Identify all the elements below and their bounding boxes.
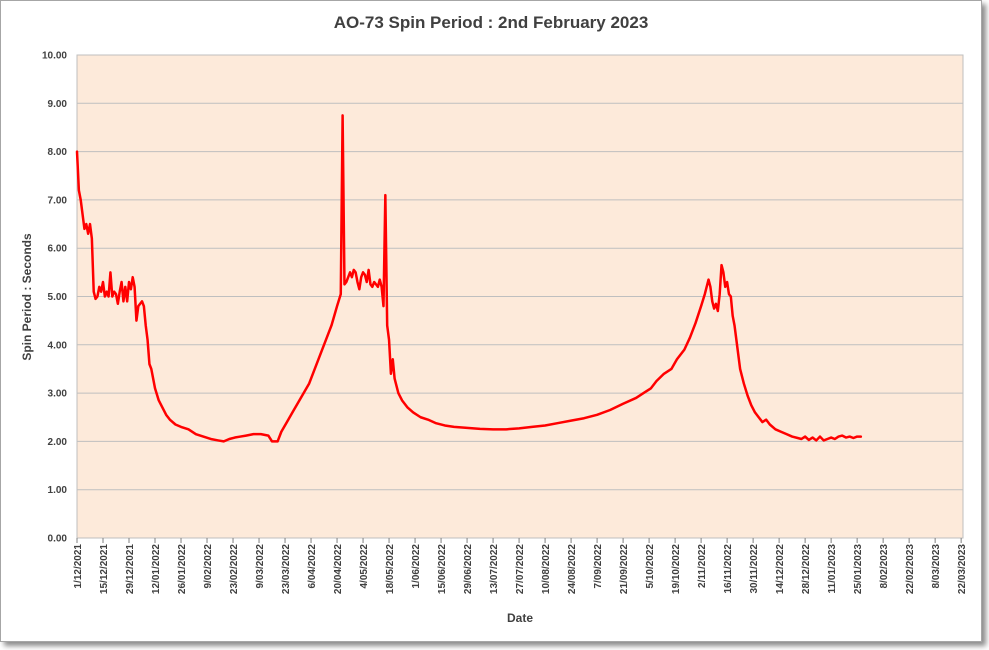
y-tick-label: 1.00 — [48, 485, 68, 496]
x-tick-label: 5/10/2022 — [645, 544, 656, 589]
x-tick-label: 16/11/2022 — [723, 544, 734, 594]
x-tick-label: 2/11/2022 — [697, 544, 708, 588]
x-tick-label: 30/11/2022 — [749, 544, 760, 594]
x-tick-label: 26/01/2022 — [177, 544, 188, 594]
x-tick-label: 15/06/2022 — [437, 544, 448, 594]
x-tick-label: 10/08/2022 — [541, 544, 552, 594]
x-tick-label: 23/02/2022 — [229, 544, 240, 594]
x-tick-label: 13/07/2022 — [489, 544, 500, 594]
x-tick-label: 22/03/2023 — [957, 544, 968, 594]
y-tick-label: 5.00 — [48, 292, 68, 303]
x-tick-label: 8/02/2023 — [879, 544, 890, 589]
y-tick-label: 8.00 — [48, 147, 68, 158]
x-tick-label: 4/05/2022 — [359, 544, 370, 589]
x-tick-label: 23/03/2022 — [281, 544, 292, 594]
y-axis-title: Spin Period : Seconds — [20, 233, 34, 361]
y-tick-label: 10.00 — [42, 51, 67, 62]
gridlines — [77, 102, 963, 491]
x-tick-label: 25/01/2023 — [853, 544, 864, 594]
x-tick-label: 19/10/2022 — [671, 544, 682, 594]
x-tick-label: 9/03/2022 — [255, 544, 266, 589]
x-tick-label: 8/03/2023 — [931, 544, 942, 589]
x-tick-label: 11/01/2023 — [827, 544, 838, 594]
x-axis-title: Date — [507, 611, 533, 625]
x-tick-label: 22/02/2023 — [905, 544, 916, 594]
y-tick-label: 9.00 — [48, 99, 68, 110]
chart-title: AO-73 Spin Period : 2nd February 2023 — [333, 13, 649, 32]
x-tick-labels: 1/12/2021 15/12/2021 29/12/2021 12/01/2022 2… — [73, 538, 968, 594]
series-line — [75, 114, 863, 443]
x-tick-label: 12/01/2022 — [151, 544, 162, 594]
y-tick-label: 0.00 — [48, 534, 68, 545]
x-tick-label: 29/06/2022 — [463, 544, 474, 594]
series-group — [75, 114, 863, 443]
x-tick-label: 29/12/2021 — [125, 544, 136, 594]
y-tick-label: 2.00 — [48, 437, 68, 448]
y-tick-label: 4.00 — [48, 340, 68, 351]
x-tick-label: 21/09/2022 — [619, 544, 630, 594]
y-tick-labels: 0.00 1.00 2.00 3.00 4.00 5.00 6.00 7.00 8.00 9.00… — [42, 51, 67, 545]
y-tick-label: 7.00 — [48, 195, 68, 206]
x-tick-label: 1/12/2021 — [73, 544, 84, 589]
x-tick-label: 15/12/2021 — [99, 544, 110, 594]
x-tick-label: 6/04/2022 — [307, 544, 318, 589]
x-tick-label: 7/09/2022 — [593, 544, 604, 589]
x-tick-label: 20/04/2022 — [333, 544, 344, 594]
x-tick-label: 28/12/2022 — [801, 544, 812, 594]
x-tick-label: 18/05/2022 — [385, 544, 396, 594]
x-tick-label: 14/12/2022 — [775, 544, 786, 594]
x-tick-label: 27/07/2022 — [515, 544, 526, 594]
x-tick-label: 9/02/2022 — [203, 544, 214, 589]
x-tick-label: 24/08/2022 — [567, 544, 578, 594]
x-tick-label: 1/06/2022 — [411, 544, 422, 589]
y-tick-label: 6.00 — [48, 244, 68, 255]
y-tick-label: 3.00 — [48, 389, 68, 400]
